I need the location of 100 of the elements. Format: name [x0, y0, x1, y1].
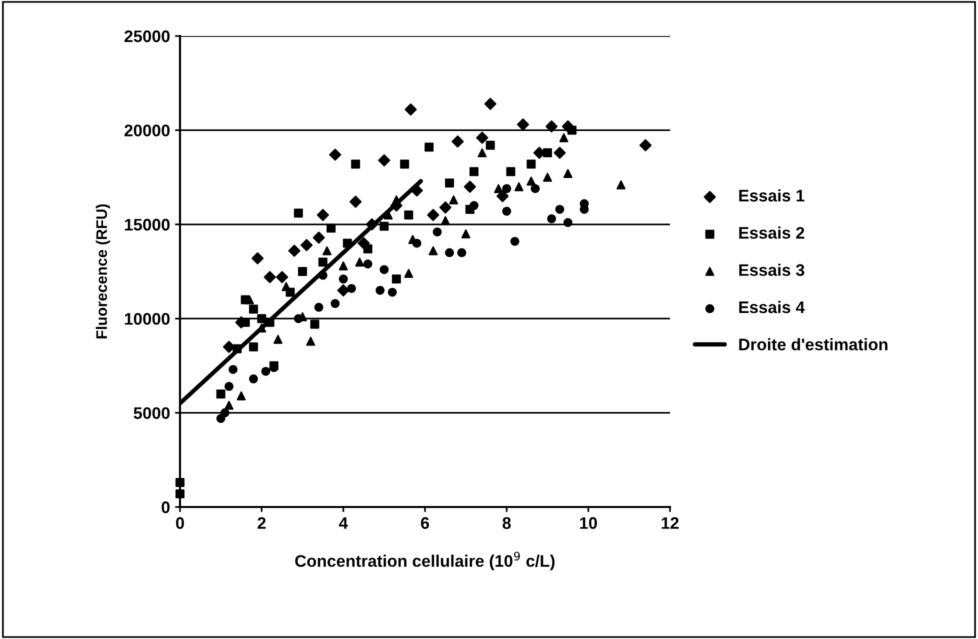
point [530, 184, 540, 194]
point [424, 142, 434, 152]
point [244, 295, 254, 304]
point [543, 148, 552, 158]
point [526, 160, 536, 169]
point [288, 244, 300, 257]
y-tick-label: 10000 [124, 313, 170, 325]
point [404, 210, 414, 220]
point [338, 274, 348, 284]
point [404, 103, 417, 116]
point [400, 160, 410, 169]
point [496, 190, 509, 202]
point [294, 208, 303, 218]
legend-label: Droite d'estimation [739, 338, 888, 350]
point [428, 246, 438, 256]
point [478, 148, 487, 158]
point [376, 286, 385, 295]
point [563, 169, 572, 178]
point [306, 336, 316, 346]
point [516, 118, 530, 131]
point [249, 304, 258, 314]
point [392, 274, 401, 284]
point [257, 314, 266, 324]
point [526, 176, 536, 186]
point [554, 146, 566, 159]
x-tick-label: 4 [338, 517, 348, 529]
x-tick-label: 2 [258, 517, 266, 529]
x-tick-label: 12 [662, 517, 679, 529]
point [461, 229, 470, 238]
point [445, 178, 454, 188]
point [639, 139, 652, 152]
point [314, 302, 324, 312]
point [502, 206, 512, 216]
point [546, 120, 558, 133]
point [363, 259, 372, 268]
point [300, 239, 313, 252]
point [563, 218, 572, 228]
point [380, 222, 389, 231]
point [452, 135, 464, 148]
point [449, 195, 458, 204]
point [486, 140, 495, 150]
point [464, 180, 476, 193]
legend-label: Essais 4 [739, 300, 805, 314]
y-tick-label: 15000 [124, 218, 170, 231]
point [506, 167, 516, 176]
point [514, 182, 524, 192]
point [484, 98, 496, 110]
point [547, 214, 556, 224]
point [261, 366, 270, 376]
point [355, 258, 364, 267]
point [249, 342, 258, 352]
point [427, 208, 440, 222]
y-tick-label: 20000 [124, 124, 170, 136]
point [432, 227, 442, 236]
y-tick-label: 0 [162, 501, 170, 514]
x-tick-label: 8 [502, 517, 511, 529]
x-tick-label: 6 [420, 517, 430, 529]
x-axis-title: Concentration cellulaire (10$^{9}$ c/L) [295, 552, 555, 570]
point [388, 288, 397, 297]
point [568, 126, 576, 135]
x-tick-label: 0 [176, 517, 184, 529]
point [338, 261, 348, 270]
point [440, 216, 450, 226]
point [457, 248, 466, 258]
point [543, 172, 552, 182]
point [470, 201, 478, 210]
point [445, 248, 454, 258]
y-tick-label: 25000 [124, 30, 170, 42]
x-tick-label: 10 [580, 517, 597, 529]
legend-label: Essais 2 [739, 226, 804, 239]
legend-label: Essais 3 [739, 264, 804, 276]
point [224, 382, 234, 391]
point [224, 400, 234, 410]
point [378, 154, 390, 166]
point [236, 391, 246, 400]
point [412, 238, 422, 248]
point [220, 408, 230, 418]
point [310, 320, 320, 329]
point [322, 246, 332, 256]
point [326, 224, 336, 233]
point [350, 196, 362, 208]
point [228, 364, 238, 374]
point [330, 299, 340, 308]
point [298, 267, 307, 276]
point [318, 258, 328, 267]
point [312, 232, 325, 244]
point [616, 180, 626, 190]
point [351, 160, 360, 169]
point [252, 252, 264, 264]
point [337, 284, 350, 296]
point [274, 334, 282, 344]
point [294, 314, 303, 324]
point [470, 167, 478, 176]
point [404, 268, 414, 278]
point [380, 265, 389, 274]
point [555, 204, 564, 214]
point [494, 184, 503, 194]
point [316, 208, 329, 222]
point [559, 133, 568, 142]
point [249, 374, 258, 384]
